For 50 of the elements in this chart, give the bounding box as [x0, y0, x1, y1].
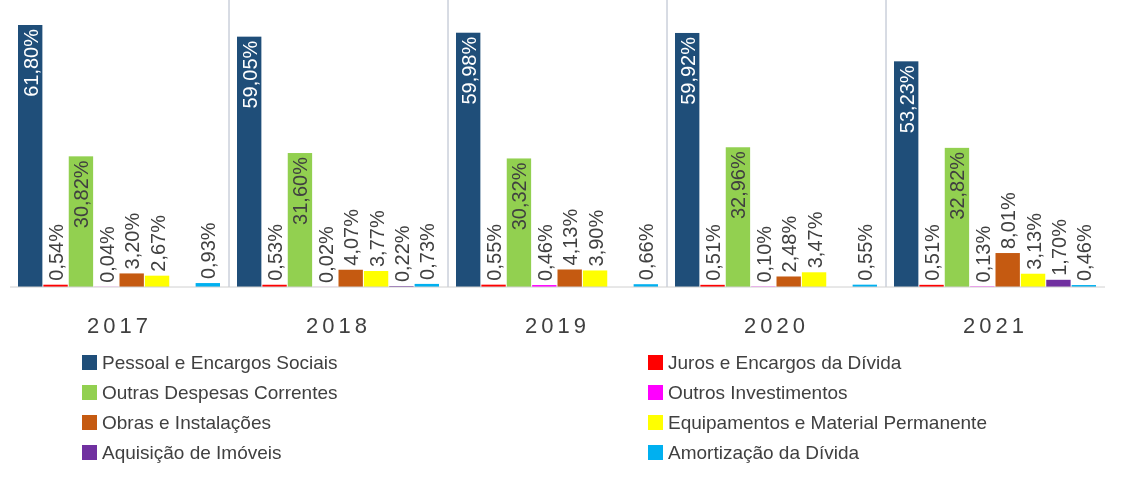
data-label: 0,93% — [197, 222, 220, 280]
x-tick-label: 2021 — [963, 313, 1028, 338]
data-label: 8,01% — [997, 192, 1020, 250]
data-label: 0,22% — [390, 225, 413, 283]
data-label: 59,98% — [457, 36, 480, 105]
data-label: 0,46% — [1073, 224, 1096, 282]
data-label: 2,48% — [778, 215, 801, 273]
legend-label: Juros e Encargos da Dívida — [668, 352, 902, 373]
data-label: 0,73% — [416, 222, 439, 280]
data-label: 32,82% — [946, 151, 969, 220]
data-label: 59,92% — [676, 36, 699, 105]
data-label: 3,47% — [803, 211, 826, 269]
data-label: 32,96% — [727, 151, 750, 220]
data-label: 0,13% — [971, 225, 994, 283]
data-label: 0,10% — [752, 225, 775, 283]
data-label: 0,54% — [45, 223, 68, 281]
data-label: 3,13% — [1022, 212, 1045, 270]
x-tick-label: 2019 — [525, 313, 590, 338]
data-label: 3,77% — [365, 210, 388, 268]
legend-label: Aquisição de Imóveis — [102, 442, 282, 463]
data-label: 1,70% — [1047, 218, 1070, 276]
legend-label: Outras Despesas Correntes — [102, 382, 338, 403]
data-label: 0,53% — [264, 223, 287, 281]
data-label: 59,05% — [238, 40, 261, 109]
data-label: 0,55% — [483, 223, 506, 281]
legend-label: Equipamentos e Material Permanente — [668, 412, 987, 433]
data-label: 53,23% — [895, 65, 918, 134]
data-label: 0,66% — [635, 223, 658, 281]
x-tick-label: 2018 — [306, 313, 371, 338]
data-label: 0,51% — [921, 223, 944, 281]
legend-label: Obras e Instalações — [102, 412, 271, 433]
data-label: 3,90% — [584, 209, 607, 267]
data-label: 0,04% — [95, 225, 118, 283]
legend-label: Outros Investimentos — [668, 382, 848, 403]
data-label: 4,13% — [559, 208, 582, 266]
data-label: 0,46% — [533, 224, 556, 282]
legend-label: Pessoal e Encargos Sociais — [102, 352, 338, 373]
data-label: 2,67% — [146, 214, 169, 272]
data-label: 0,02% — [314, 225, 337, 283]
data-label: 30,32% — [508, 162, 531, 231]
data-label: 61,80% — [19, 28, 42, 97]
data-label: 30,82% — [70, 160, 93, 229]
legend-label: Amortização da Dívida — [668, 442, 860, 463]
data-label: 31,60% — [289, 156, 312, 225]
data-label: 4,07% — [340, 208, 363, 266]
data-label: 0,55% — [854, 223, 877, 281]
x-tick-label: 2020 — [744, 313, 809, 338]
data-label: 0,51% — [702, 223, 725, 281]
x-tick-label: 2017 — [87, 313, 152, 338]
data-label: 3,20% — [121, 212, 144, 270]
